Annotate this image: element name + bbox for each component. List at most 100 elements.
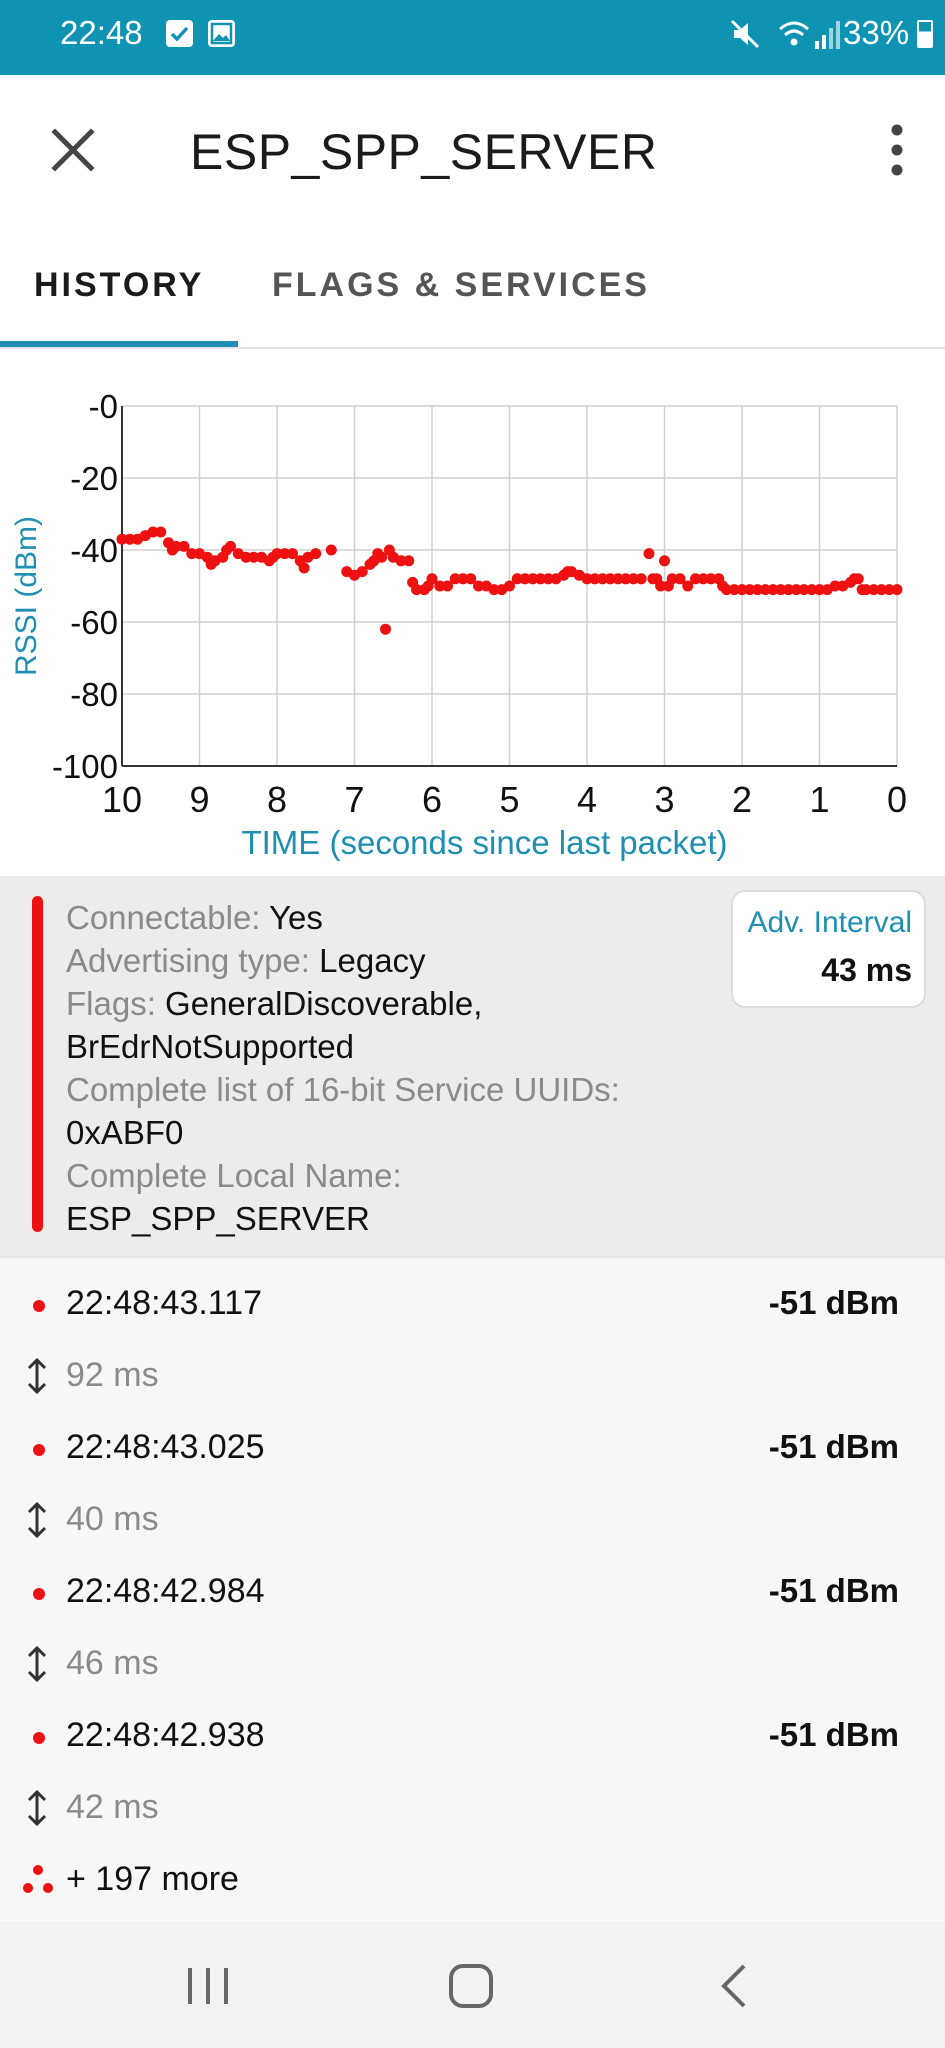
data-point — [240, 551, 252, 563]
data-point — [527, 573, 539, 585]
adv-line: Flags: GeneralDiscoverable, — [66, 985, 483, 1022]
packet-rssi: -51 dBm — [768, 1716, 899, 1753]
data-point — [612, 573, 624, 585]
more-packets-button[interactable]: + 197 more — [0, 1844, 945, 1916]
data-point — [519, 573, 531, 585]
mute-icon — [728, 17, 762, 56]
tab-bar: HISTORY FLAGS & SERVICES — [0, 230, 945, 348]
data-point — [728, 584, 740, 596]
rssi-color-bar — [32, 896, 43, 1232]
data-point — [783, 584, 794, 596]
y-axis-label: RSSI (dBm) — [10, 516, 43, 676]
advertisement-card[interactable]: Connectable: Yes Advertising type: Legac… — [0, 876, 945, 1256]
data-point — [380, 623, 391, 635]
tab-flags-services[interactable]: FLAGS & SERVICES — [272, 266, 650, 304]
list-item: 40 ms — [0, 1484, 945, 1556]
recents-button[interactable] — [178, 1958, 238, 2014]
vertical-arrows-icon — [27, 1645, 47, 1683]
list-item: 22:48:43.117 -51 dBm — [0, 1268, 945, 1340]
data-point — [411, 584, 422, 596]
data-point — [504, 580, 515, 592]
home-button[interactable] — [441, 1958, 501, 2014]
data-point — [814, 584, 825, 596]
data-point — [473, 580, 484, 592]
x-tick-label: 7 — [344, 779, 364, 820]
data-point — [655, 580, 667, 592]
adv-line: Connectable: Yes — [66, 899, 323, 936]
packet-rssi: -51 dBm — [768, 1284, 899, 1321]
page-title: ESP_SPP_SERVER — [190, 124, 658, 180]
data-point — [682, 580, 694, 592]
data-point — [589, 573, 601, 585]
data-point — [697, 573, 709, 585]
data-point — [511, 573, 523, 585]
x-tick-label: 4 — [577, 779, 597, 820]
x-tick-label: 1 — [809, 779, 829, 820]
data-point — [465, 573, 477, 585]
data-point — [403, 555, 415, 567]
adv-interval-label: Adv. Interval — [747, 906, 912, 939]
data-point — [488, 584, 500, 596]
data-point — [186, 548, 198, 560]
y-tick-label: -40 — [70, 532, 118, 569]
packet-timestamp: 22:48:42.984 — [66, 1572, 265, 1610]
packet-dot-icon — [33, 1732, 45, 1744]
app-bar: ESP_SPP_SERVER — [0, 75, 945, 230]
adv-interval-badge: Adv. Interval 43 ms — [731, 890, 926, 1008]
close-button[interactable] — [40, 117, 106, 183]
adv-line: Complete Local Name: — [66, 1157, 402, 1194]
more-packets-label: + 197 more — [66, 1860, 239, 1898]
data-point — [891, 584, 903, 596]
x-tick-label: 5 — [499, 779, 519, 820]
data-point — [798, 584, 810, 596]
data-point — [449, 573, 461, 585]
close-icon — [51, 128, 95, 172]
data-point — [721, 584, 732, 596]
data-point — [829, 580, 841, 592]
list-item: 22:48:43.025 -51 dBm — [0, 1412, 945, 1484]
list-item: 22:48:42.938 -51 dBm — [0, 1700, 945, 1772]
data-point — [790, 584, 802, 596]
data-point — [271, 548, 283, 560]
wifi-icon — [777, 17, 811, 56]
data-point — [542, 573, 554, 585]
data-point — [325, 544, 337, 556]
tab-history[interactable]: HISTORY — [34, 266, 205, 304]
x-tick-label: 2 — [732, 779, 752, 820]
back-button[interactable] — [706, 1958, 766, 2014]
x-tick-label: 9 — [189, 779, 209, 820]
adv-line: ESP_SPP_SERVER — [66, 1200, 370, 1237]
gallery-icon — [208, 20, 235, 47]
list-item: 46 ms — [0, 1628, 945, 1700]
packet-timestamp: 22:48:43.117 — [66, 1284, 262, 1322]
packet-dot-icon — [33, 1300, 45, 1312]
data-point — [279, 548, 291, 560]
status-bar: 22:48 33% — [0, 0, 945, 75]
vertical-arrows-icon — [27, 1501, 47, 1539]
list-item: 42 ms — [0, 1772, 945, 1844]
data-point — [674, 573, 686, 585]
vertical-arrows-icon — [27, 1789, 47, 1827]
data-point — [178, 540, 190, 552]
x-tick-label: 3 — [654, 779, 674, 820]
adv-line: 0xABF0 — [66, 1114, 184, 1151]
battery-percent: 33% — [843, 14, 910, 51]
data-point — [604, 573, 616, 585]
packet-timestamp: 22:48:42.938 — [66, 1716, 265, 1754]
data-point — [376, 551, 388, 563]
data-point — [860, 584, 872, 596]
x-tick-label: 8 — [267, 779, 287, 820]
data-point — [170, 540, 182, 552]
data-point — [666, 573, 678, 585]
data-point — [775, 584, 787, 596]
packet-rssi: -51 dBm — [768, 1572, 899, 1609]
advertisement-details: Connectable: Yes Advertising type: Legac… — [66, 896, 706, 1240]
data-point — [643, 548, 655, 560]
packet-timestamp: 22:48:43.025 — [66, 1428, 265, 1466]
data-point — [806, 584, 818, 596]
data-point — [535, 573, 546, 585]
list-item: 22:48:42.984 -51 dBm — [0, 1556, 945, 1628]
adv-line: Advertising type: Legacy — [66, 942, 426, 979]
more-options-button[interactable] — [879, 117, 915, 183]
data-point — [868, 584, 880, 596]
